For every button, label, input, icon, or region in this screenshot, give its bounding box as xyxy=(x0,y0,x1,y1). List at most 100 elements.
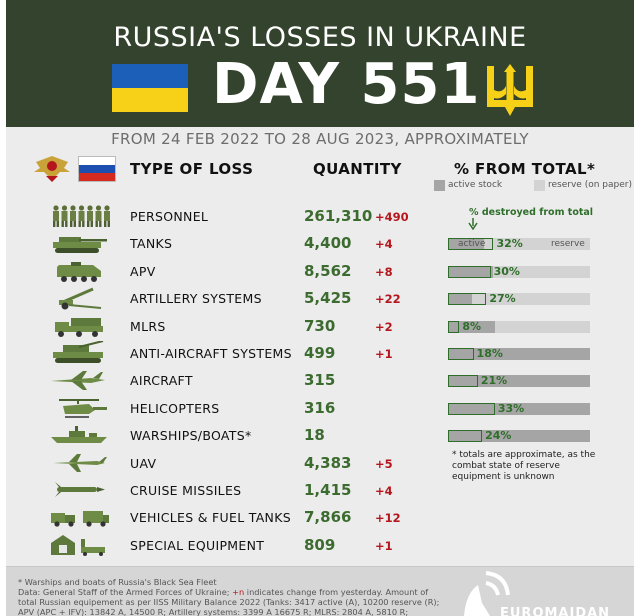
bar-inline-reserve-label: reserve xyxy=(551,239,585,250)
row-label-anti-aircraft-systems: ANTI-AIRCRAFT SYSTEMS xyxy=(130,346,292,361)
mlrs-icon xyxy=(55,317,103,337)
row-quantity-warships-boats: 18 xyxy=(304,426,325,445)
legend-active-label: active stock xyxy=(448,180,503,190)
row-change-uav: +5 xyxy=(375,456,393,471)
flag-white-stripe xyxy=(79,157,115,165)
arrow-down-icon xyxy=(468,218,478,230)
row-quantity-apv: 8,562 xyxy=(304,261,352,280)
bar-percent-label: 24% xyxy=(485,429,512,443)
header-banner: RUSSIA'S LOSSES IN UKRAINE DAY 551 xyxy=(6,0,634,127)
bar-destroyed xyxy=(448,238,494,251)
footer-note-warships: * Warships and boats of Russia's Black S… xyxy=(18,577,217,587)
row-label-warships-boats: WARSHIPS/BOATS* xyxy=(130,428,252,444)
legend-reserve-swatch xyxy=(534,180,545,191)
totals-footnote: * totals are approximate, as the combat … xyxy=(452,450,596,482)
bar-active-stock xyxy=(448,348,590,360)
row-change-apv: +8 xyxy=(375,264,393,279)
ukraine-flag-icon xyxy=(112,64,188,112)
footer-note-plus-n: +n xyxy=(232,587,245,597)
column-header-quantity: QUANTITY xyxy=(313,160,402,178)
tank-icon xyxy=(53,237,107,254)
column-header-type: TYPE OF LOSS xyxy=(130,160,254,178)
row-change-cruise-missiles: +4 xyxy=(375,484,393,498)
bar-percent-label: 32% xyxy=(496,237,523,251)
bar-percent-label: 21% xyxy=(480,374,508,388)
percent-bar-aircraft: 21% xyxy=(448,374,590,388)
artillery-icon xyxy=(59,287,102,310)
row-quantity-personnel: 261,310 xyxy=(304,207,373,225)
row-label-apv: APV xyxy=(130,263,156,279)
row-change-mlrs: +2 xyxy=(375,319,393,334)
infographic: RUSSIA'S LOSSES IN UKRAINE DAY 551 FROM … xyxy=(6,0,634,616)
bar-percent-label: 30% xyxy=(493,264,520,278)
special-equipment-icon xyxy=(51,534,105,556)
percent-bar-apv: 30% xyxy=(448,264,590,278)
footer-note-data-a: Data: General Staff of the Armed Forces … xyxy=(18,587,233,597)
euromaidan-logo-icon xyxy=(464,571,510,616)
column-header-percent: % FROM TOTAL* xyxy=(454,160,596,178)
bar-note: % destroyed from total xyxy=(469,207,594,218)
row-quantity-mlrs: 730 xyxy=(304,316,336,335)
row-change-vehicles-fuel-tanks: +12 xyxy=(375,511,401,526)
percent-bar-helicopters: 33% xyxy=(448,401,590,415)
row-quantity-vehicles-fuel-tanks: 7,866 xyxy=(304,508,352,527)
percent-bar-warships-boats: 24% xyxy=(448,429,590,443)
footer-note-data: Data: General Staff of the Armed Forces … xyxy=(18,587,428,597)
row-quantity-artillery-systems: 5,425 xyxy=(304,289,352,308)
date-range-subtitle: FROM 24 FEB 2022 TO 28 AUG 2023, APPROXI… xyxy=(111,130,529,148)
bar-destroyed xyxy=(448,320,460,333)
bar-active-stock xyxy=(448,238,484,251)
bar-active-stock xyxy=(448,320,495,333)
flag-blue-stripe xyxy=(79,165,115,173)
aircraft-icon xyxy=(51,371,105,391)
percent-bar-mlrs: 8% xyxy=(448,319,590,333)
percent-bar-tanks: 32% active reserve xyxy=(448,237,590,251)
row-label-mlrs: MLRS xyxy=(130,318,166,334)
row-quantity-tanks: 4,400 xyxy=(304,234,352,253)
soldiers-icon xyxy=(53,205,110,227)
row-label-aircraft: AIRCRAFT xyxy=(130,373,193,389)
bar-percent-label: 8% xyxy=(462,319,482,333)
row-quantity-cruise-missiles: 1,415 xyxy=(304,481,352,499)
legend-reserve-label: reserve (on paper) xyxy=(548,180,632,190)
row-label-uav: UAV xyxy=(130,455,157,471)
bar-destroyed xyxy=(448,348,474,360)
row-label-tanks: TANKS xyxy=(130,236,173,252)
day-counter: DAY 551 xyxy=(212,52,481,117)
anti-aircraft-icon xyxy=(53,341,104,363)
footer-note-iiss-1: total Russian equipement as per IISS Mil… xyxy=(18,597,440,607)
russian-army-emblem-icon xyxy=(34,156,70,182)
russia-flag-icon xyxy=(78,156,116,182)
helicopter-icon xyxy=(59,398,107,418)
row-change-tanks: +4 xyxy=(375,237,393,252)
row-label-vehicles-fuel-tanks: VEHICLES & FUEL TANKS xyxy=(130,510,291,526)
footer-note-iiss-2: APV (APC + IFV): 13842 A, 14500 R; Artil… xyxy=(18,607,409,616)
vehicles-icon xyxy=(51,511,109,527)
flag-blue-stripe xyxy=(112,64,188,88)
ukraine-trident-icon xyxy=(487,64,533,116)
row-quantity-anti-aircraft-systems: 499 xyxy=(304,344,336,362)
row-change-artillery-systems: +22 xyxy=(375,292,401,307)
row-change-personnel: +490 xyxy=(375,210,409,224)
bar-active-stock xyxy=(448,375,590,388)
bar-destroyed xyxy=(448,402,495,415)
row-label-artillery-systems: ARTILLERY SYSTEMS xyxy=(130,291,262,307)
bar-percent-label: 18% xyxy=(476,347,503,360)
row-change-special-equipment: +1 xyxy=(375,538,393,553)
row-quantity-helicopters: 316 xyxy=(304,398,336,417)
row-label-helicopters: HELICOPTERS xyxy=(130,400,220,416)
cruise-missile-icon xyxy=(55,482,105,497)
row-label-cruise-missiles: CRUISE MISSILES xyxy=(130,483,242,498)
bar-percent-label: 27% xyxy=(489,292,516,306)
flag-red-stripe xyxy=(79,173,115,181)
bar-percent-label: 33% xyxy=(497,401,525,415)
bar-destroyed xyxy=(448,265,491,278)
row-quantity-aircraft: 315 xyxy=(304,371,336,390)
page-title: RUSSIA'S LOSSES IN UKRAINE xyxy=(113,22,527,53)
percent-bar-artillery-systems: 27% xyxy=(448,292,590,306)
row-quantity-uav: 4,383 xyxy=(304,453,352,472)
footer-note-data-b: indicates change from yesterday. Amount … xyxy=(244,587,429,597)
bar-active-stock xyxy=(448,265,494,278)
uav-icon xyxy=(53,453,107,472)
bar-inline-active-label: active xyxy=(458,239,486,250)
